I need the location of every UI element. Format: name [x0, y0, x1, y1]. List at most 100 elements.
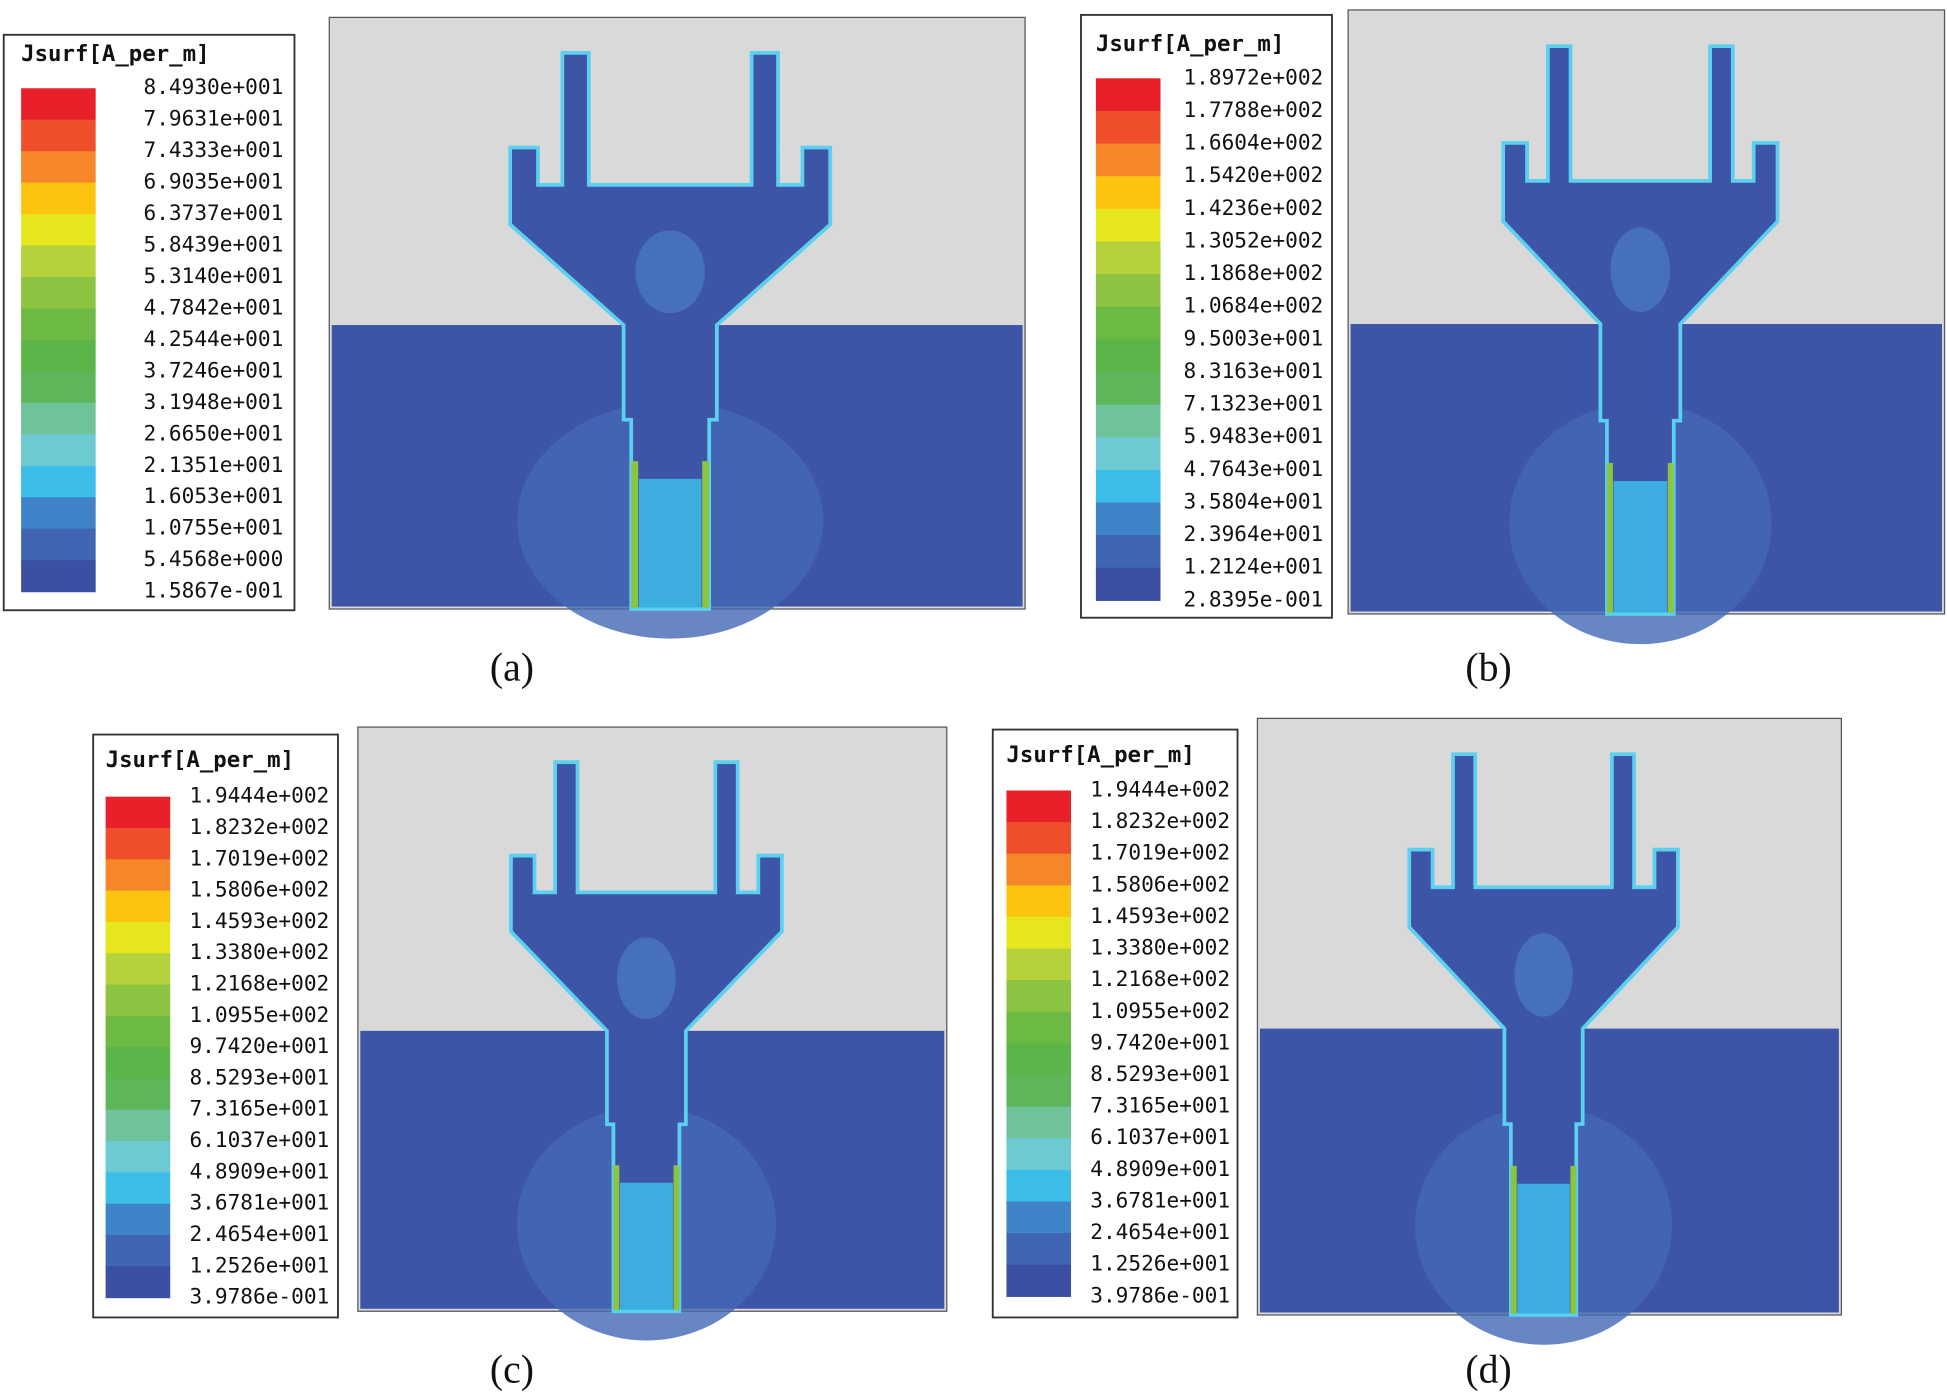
color-band — [21, 465, 96, 498]
legend-label: 5.4568e+000 — [143, 546, 283, 571]
color-band — [1095, 404, 1161, 438]
legend-label: 7.4333e+001 — [143, 137, 283, 162]
color-band — [105, 1078, 171, 1111]
neck-field — [1610, 227, 1671, 312]
legend-label: 1.5420e+002 — [1183, 162, 1323, 187]
legend-label: 1.0684e+002 — [1183, 293, 1323, 318]
color-band — [105, 827, 171, 860]
color-band — [105, 1015, 171, 1048]
legend-label: 4.2544e+001 — [143, 326, 283, 351]
legend-label: 9.5003e+001 — [1183, 325, 1323, 350]
color-band — [21, 119, 96, 152]
color-band — [1095, 241, 1161, 275]
legend-label: 9.7420e+001 — [1090, 1029, 1230, 1054]
color-band — [105, 1172, 171, 1205]
color-band — [1006, 1106, 1072, 1139]
legend-title: Jsurf[A_per_m] — [106, 747, 294, 773]
color-band — [105, 953, 171, 986]
color-band — [1006, 916, 1072, 950]
color-band — [1095, 110, 1161, 145]
color-band — [21, 402, 96, 435]
color-band — [1095, 535, 1161, 569]
legend-title: Jsurf[A_per_m] — [1096, 31, 1284, 57]
neck-field — [1514, 933, 1573, 1017]
color-band — [105, 1234, 171, 1267]
color-band — [21, 371, 96, 404]
legend-title: Jsurf[A_per_m] — [1006, 742, 1194, 768]
color-band — [21, 308, 96, 341]
color-band — [1006, 1201, 1072, 1234]
color-band — [105, 1266, 171, 1299]
color-band — [21, 245, 96, 278]
color-band — [1095, 567, 1161, 601]
color-band — [1006, 1169, 1072, 1203]
legend-label: 1.4593e+002 — [1090, 903, 1230, 928]
feed-current — [619, 1182, 673, 1310]
color-band — [1095, 371, 1161, 406]
feed-current — [638, 478, 702, 608]
color-band — [105, 1109, 171, 1142]
legend-label: 3.9786e-001 — [189, 1284, 329, 1309]
legend-label: 1.8232e+002 — [189, 814, 329, 839]
antenna-patch — [509, 760, 784, 1314]
neck-field — [635, 230, 705, 314]
legend-label: 5.9483e+001 — [1183, 423, 1323, 448]
legend-label: 1.2168e+002 — [189, 971, 329, 996]
color-band — [1095, 339, 1161, 373]
color-band — [1006, 1138, 1072, 1171]
legend-label: 1.5806e+002 — [1090, 871, 1230, 896]
legend-label: 2.8395e-001 — [1183, 586, 1323, 611]
color-band — [1006, 948, 1072, 981]
legend-title: Jsurf[A_per_m] — [21, 41, 209, 67]
legend-label: 1.6604e+002 — [1183, 130, 1323, 155]
legend-label: 3.5804e+001 — [1183, 488, 1323, 513]
legend-label: 6.9035e+001 — [143, 169, 283, 194]
legend-label: 3.6781e+001 — [189, 1190, 329, 1215]
legend-label: 2.3964e+001 — [1183, 521, 1323, 546]
legend-label: 1.3380e+002 — [1090, 935, 1230, 960]
legend-label: 1.8972e+002 — [1183, 64, 1323, 89]
color-band — [105, 1203, 171, 1236]
legend-label: 3.6781e+001 — [1090, 1187, 1230, 1212]
color-band — [1095, 469, 1161, 504]
caption: (c) — [490, 1348, 534, 1392]
legend-label: 1.2526e+001 — [189, 1252, 329, 1277]
legend-label: 1.0955e+002 — [189, 1002, 329, 1027]
legend-label: 8.5293e+001 — [189, 1064, 329, 1089]
legend-label: 7.1323e+001 — [1183, 391, 1323, 416]
legend-label: 1.8232e+002 — [1090, 808, 1230, 833]
color-band — [21, 339, 96, 373]
legend-label: 6.1037e+001 — [1090, 1124, 1230, 1149]
legend-label: 1.6053e+001 — [143, 483, 283, 508]
color-band — [21, 528, 96, 561]
color-band — [105, 921, 171, 954]
current-plot — [357, 726, 948, 1341]
legend-label: 1.3380e+002 — [189, 939, 329, 964]
color-band — [1006, 1233, 1072, 1266]
color-band — [1095, 502, 1161, 536]
color-band — [21, 497, 96, 530]
legend-label: 8.5293e+001 — [1090, 1061, 1230, 1086]
color-band — [1095, 176, 1161, 210]
color-band — [1095, 306, 1161, 340]
color-band — [1006, 980, 1072, 1013]
legend-label: 9.7420e+001 — [189, 1033, 329, 1058]
feed-edge — [1570, 1165, 1577, 1314]
color-band — [105, 1047, 171, 1080]
color-band — [21, 182, 96, 215]
legend-label: 1.3052e+002 — [1183, 227, 1323, 252]
current-plot — [328, 16, 1026, 639]
legend-label: 3.9786e-001 — [1090, 1282, 1230, 1307]
current-plot — [1256, 717, 1843, 1345]
legend-label: 4.7643e+001 — [1183, 456, 1323, 481]
legend-label: 2.4654e+001 — [189, 1221, 329, 1246]
feed-edge — [702, 461, 710, 608]
color-band — [21, 88, 96, 121]
legend-label: 7.9631e+001 — [143, 106, 283, 131]
caption: (d) — [1465, 1348, 1511, 1392]
legend-label: 3.7246e+001 — [143, 357, 283, 382]
caption: (b) — [1465, 645, 1511, 689]
color-band — [21, 277, 96, 310]
legend-label: 7.3165e+001 — [189, 1096, 329, 1121]
legend-label: 1.4236e+002 — [1183, 195, 1323, 220]
